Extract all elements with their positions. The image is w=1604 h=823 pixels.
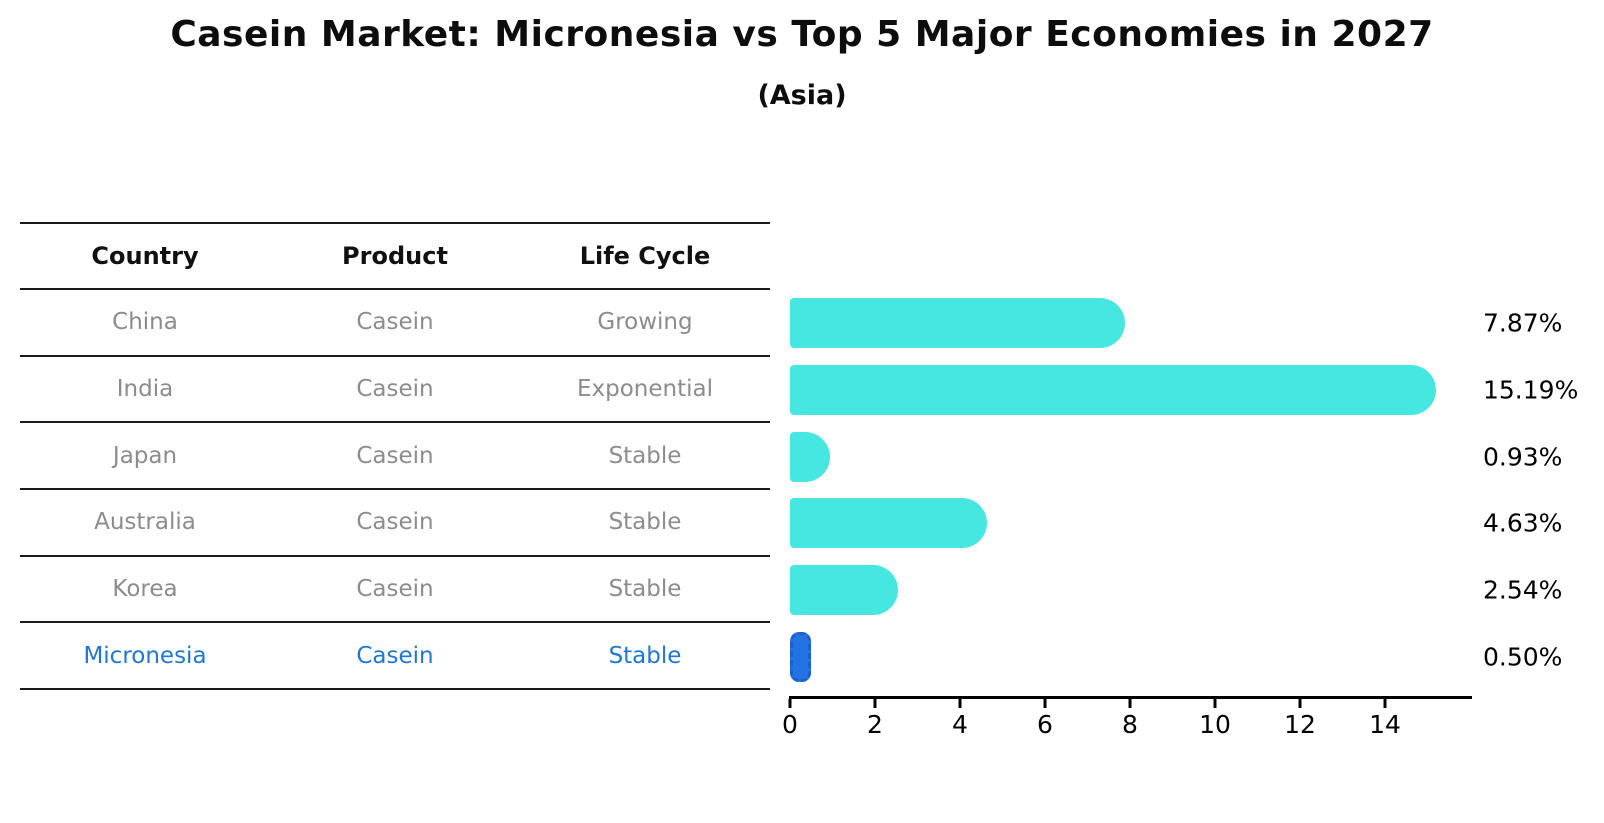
table-header-row: Country Product Life Cycle [20, 222, 770, 290]
table-row: China Casein Growing [20, 290, 770, 357]
table-cell-life-cycle: Stable [608, 509, 682, 536]
table-cell-country: Australia [94, 509, 196, 536]
x-axis-tick-label: 10 [1199, 710, 1231, 739]
x-axis-tick [1043, 699, 1047, 708]
table-cell-life-cycle: Stable [608, 442, 682, 469]
bar [790, 498, 987, 549]
bar-value-label: 0.50% [1483, 642, 1563, 672]
table-header-cell: Product [342, 242, 448, 270]
x-axis-tick [873, 699, 877, 708]
x-axis: 0 2 4 6 8 10 12 14 [782, 696, 1472, 740]
x-axis-tick-label: 8 [1122, 710, 1138, 739]
table-cell-country: Korea [112, 575, 178, 602]
table-header-cell: Life Cycle [579, 242, 711, 270]
bar-value-label: 7.87% [1483, 308, 1563, 338]
table-cell-life-cycle: Growing [597, 309, 693, 336]
table-cell-product: Casein [356, 575, 434, 602]
table-row: Australia Casein Stable [20, 490, 770, 557]
x-axis-tick-label: 4 [952, 710, 968, 739]
table-row: Korea Casein Stable [20, 557, 770, 624]
table-cell-product: Casein [356, 375, 434, 402]
table-cell-life-cycle: Stable [608, 642, 682, 669]
table-cell-product: Casein [356, 442, 434, 469]
x-axis-tick [1213, 699, 1217, 708]
x-axis-tick-label: 12 [1284, 710, 1316, 739]
bar [790, 298, 1125, 349]
bar-value-label: 4.63% [1483, 508, 1563, 538]
x-axis-tick-label: 14 [1369, 710, 1401, 739]
x-axis-tick [788, 699, 792, 708]
x-axis-tick-label: 0 [782, 710, 798, 739]
table-row: Japan Casein Stable [20, 423, 770, 490]
bar-value-label: 15.19% [1483, 375, 1579, 405]
x-axis-tick-label: 6 [1037, 710, 1053, 739]
table-row: India Casein Exponential [20, 357, 770, 424]
table-row: Micronesia Casein Stable [20, 623, 770, 690]
bar [790, 565, 898, 615]
x-axis-tick [1128, 699, 1132, 708]
table-cell-product: Casein [356, 642, 434, 669]
table-header-cell: Country [91, 242, 199, 270]
bar-value-label: 2.54% [1483, 575, 1563, 605]
bar-highlight [790, 631, 812, 682]
table-cell-country: Japan [112, 442, 178, 469]
table-cell-product: Casein [356, 309, 434, 336]
table-cell-life-cycle: Exponential [576, 375, 713, 402]
x-axis-tick [1298, 699, 1302, 708]
table-cell-country: China [112, 309, 178, 336]
comparison-table: Country Product Life Cycle China Casein Gr… [20, 222, 770, 690]
table-cell-product: Casein [356, 509, 434, 536]
x-axis-tick [958, 699, 962, 708]
x-axis-tick-label: 2 [867, 710, 883, 739]
chart-subtitle: (Asia) [757, 80, 847, 111]
table-cell-country: Micronesia [83, 642, 207, 669]
x-axis-spine [789, 696, 1472, 699]
table-cell-life-cycle: Stable [608, 575, 682, 602]
bar-value-label: 0.93% [1483, 442, 1563, 472]
bar [790, 365, 1436, 415]
table-cell-country: India [116, 375, 174, 402]
bar-chart: 7.87% 15.19% 0.93% 4.63% 2.54% 0.50% [790, 290, 1578, 690]
bar [790, 431, 830, 482]
chart-title: Casein Market: Micronesia vs Top 5 Major… [170, 14, 1434, 55]
x-axis-tick [1383, 699, 1387, 708]
